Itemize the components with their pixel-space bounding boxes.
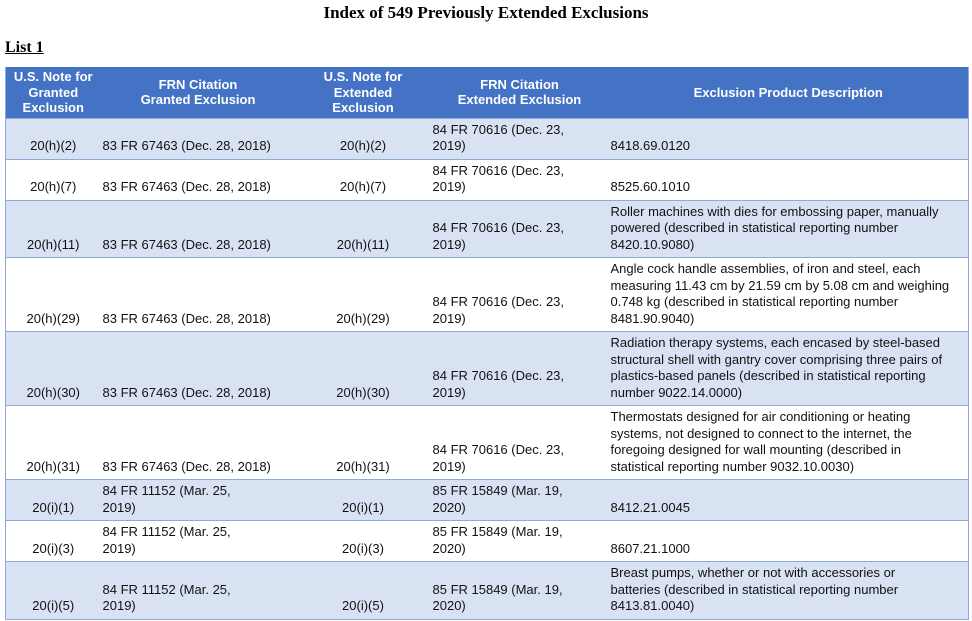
list-label: List 1	[5, 39, 44, 56]
table-row: 20(h)(11) 83 FR 67463 (Dec. 28, 2018) 20(h…	[5, 200, 969, 258]
cell-frn-extended: 84 FR 70616 (Dec. 23, 2019)	[432, 121, 565, 154]
cell-note-granted: 20(h)(31)	[26, 458, 80, 474]
table-row: 20(h)(31) 83 FR 67463 (Dec. 28, 2018) 20(h…	[5, 405, 969, 480]
cell-frn-granted: 83 FR 67463 (Dec. 28, 2018)	[102, 384, 271, 400]
cell-description: Thermostats designed for air conditionin…	[610, 409, 912, 474]
cell-note-extended: 20(h)(2)	[339, 138, 387, 153]
cell-frn-granted: 84 FR 11152 (Mar. 25, 2019)	[102, 581, 231, 614]
cell-note-granted: 20(h)(29)	[26, 310, 80, 326]
table-row: 20(i)(3) 84 FR 11152 (Mar. 25, 2019) 20(i)…	[5, 520, 969, 562]
cell-note-extended: 20(h)(7)	[339, 179, 387, 194]
cell-frn-extended: 84 FR 70616 (Dec. 23, 2019)	[432, 442, 565, 474]
cell-note-extended: 20(h)(29)	[336, 310, 390, 326]
page-title: Index of 549 Previously Extended Exclusi…	[323, 3, 649, 22]
cell-description: Angle cock handle assemblies, of iron an…	[610, 261, 950, 326]
cell-frn-granted: 83 FR 67463 (Dec. 28, 2018)	[102, 458, 271, 474]
col-header-note-extended: U.S. Note for Extended Exclusion	[295, 67, 431, 118]
cell-description: 8525.60.1010	[610, 179, 691, 194]
cell-note-extended: 20(i)(1)	[342, 499, 384, 515]
cell-frn-extended: 85 FR 15849 (Mar. 19, 2020)	[432, 581, 563, 614]
table-row: 20(h)(29) 83 FR 67463 (Dec. 28, 2018) 20(h…	[5, 257, 969, 332]
table-row: 20(h)(7) 83 FR 67463 (Dec. 28, 2018) 20(h)…	[5, 159, 969, 200]
cell-note-extended: 20(i)(3)	[342, 540, 384, 556]
cell-frn-extended: 84 FR 70616 (Dec. 23, 2019)	[432, 294, 565, 326]
cell-frn-granted: 83 FR 67463 (Dec. 28, 2018)	[102, 236, 271, 252]
cell-frn-granted: 84 FR 11152 (Mar. 25, 2019)	[102, 524, 231, 556]
cell-frn-extended: 85 FR 15849 (Mar. 19, 2020)	[432, 524, 563, 556]
cell-description: 8607.21.1000	[610, 540, 691, 556]
table-header-row: U.S. Note for Granted Exclusion FRN Citat…	[5, 67, 969, 118]
cell-frn-granted: 84 FR 11152 (Mar. 25, 2019)	[102, 483, 231, 515]
cell-description: 8412.21.0045	[610, 499, 691, 515]
table-row: 20(h)(30) 83 FR 67463 (Dec. 28, 2018) 20(h…	[5, 331, 969, 406]
table-row: 20(i)(1) 84 FR 11152 (Mar. 25, 2019) 20(i)…	[5, 479, 969, 521]
cell-note-extended: 20(h)(11)	[336, 236, 390, 252]
cell-frn-granted: 83 FR 67463 (Dec. 28, 2018)	[102, 138, 271, 153]
cell-description: 8418.69.0120	[610, 138, 691, 153]
cell-frn-extended: 84 FR 70616 (Dec. 23, 2019)	[432, 368, 565, 400]
cell-note-extended: 20(h)(31)	[336, 458, 390, 474]
cell-note-granted: 20(h)(30)	[26, 384, 80, 400]
cell-note-extended: 20(h)(30)	[336, 384, 390, 400]
table-row: 20(i)(5) 84 FR 11152 (Mar. 25, 2019) 20(i)…	[5, 561, 969, 619]
cell-note-granted: 20(i)(3)	[32, 540, 75, 556]
cell-note-granted: 20(h)(11)	[26, 236, 80, 252]
exclusions-table: U.S. Note for Granted Exclusion FRN Citat…	[5, 67, 969, 620]
cell-description: Breast pumps, whether or not with access…	[610, 565, 899, 613]
cell-frn-extended: 85 FR 15849 (Mar. 19, 2020)	[432, 483, 563, 515]
cell-description: Roller machines with dies for embossing …	[610, 203, 939, 252]
col-header-description: Exclusion Product Description	[608, 67, 969, 118]
cell-note-granted: 20(i)(5)	[32, 598, 75, 613]
col-header-note-granted: U.S. Note for Granted Exclusion	[5, 67, 101, 118]
cell-note-granted: 20(h)(2)	[30, 138, 77, 153]
cell-frn-granted: 83 FR 67463 (Dec. 28, 2018)	[102, 179, 271, 194]
cell-note-extended: 20(i)(5)	[342, 598, 384, 613]
cell-note-granted: 20(h)(7)	[30, 179, 77, 194]
cell-frn-extended: 84 FR 70616 (Dec. 23, 2019)	[432, 220, 565, 252]
col-header-frn-granted: FRN Citation Granted Exclusion	[100, 67, 296, 118]
cell-note-granted: 20(i)(1)	[32, 499, 75, 515]
cell-frn-granted: 83 FR 67463 (Dec. 28, 2018)	[102, 310, 271, 326]
cell-description: Radiation therapy systems, each encased …	[610, 335, 943, 400]
table-row: 20(h)(2) 83 FR 67463 (Dec. 28, 2018) 20(h)…	[5, 118, 969, 159]
col-header-frn-extended: FRN Citation Extended Exclusion	[430, 67, 609, 118]
cell-frn-extended: 84 FR 70616 (Dec. 23, 2019)	[432, 162, 565, 195]
